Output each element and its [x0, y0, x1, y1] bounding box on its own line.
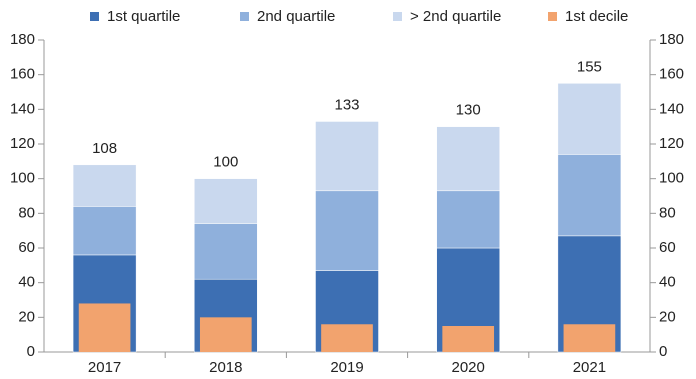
bar-segment	[72, 164, 137, 207]
legend-swatch	[90, 12, 99, 21]
y2-tick-label: 20	[659, 308, 676, 325]
x-tick-label: 2017	[88, 359, 121, 376]
bar-segment	[442, 326, 495, 352]
legend-swatch	[393, 12, 402, 21]
bar-segment	[563, 324, 616, 352]
x-tick-label: 2020	[452, 359, 485, 376]
y-tick-label: 100	[10, 170, 35, 187]
bar-segment	[72, 206, 137, 256]
total-label: 130	[456, 102, 481, 119]
y2-tick-label: 160	[659, 66, 684, 83]
legend-label: 2nd quartile	[257, 8, 335, 25]
y2-tick-label: 60	[659, 239, 676, 256]
y2-tick-label: 120	[659, 135, 684, 152]
legend-swatch	[548, 12, 557, 21]
y2-tick-label: 140	[659, 100, 684, 117]
bar-segment	[194, 223, 258, 280]
legend-label: 1st quartile	[107, 8, 180, 25]
total-label: 155	[577, 58, 602, 75]
y2-tick-label: 0	[659, 343, 667, 360]
y2-tick-label: 100	[659, 170, 684, 187]
legend-label: > 2nd quartile	[410, 8, 501, 25]
legend-swatch	[240, 12, 249, 21]
total-label: 100	[213, 154, 238, 171]
bar-segment	[436, 190, 500, 249]
bar-segment	[78, 303, 131, 352]
y-tick-label: 80	[18, 204, 35, 221]
bar-segment	[315, 190, 379, 271]
x-tick-label: 2018	[209, 359, 242, 376]
total-label: 133	[334, 96, 359, 113]
bar-segment	[436, 126, 500, 192]
y-tick-label: 60	[18, 239, 35, 256]
y-tick-label: 160	[10, 66, 35, 83]
y-tick-label: 20	[18, 308, 35, 325]
y2-tick-label: 40	[659, 274, 676, 291]
x-tick-label: 2021	[573, 359, 606, 376]
y2-tick-label: 180	[659, 31, 684, 48]
bar-segment	[557, 154, 622, 237]
y-tick-label: 140	[10, 100, 35, 117]
x-tick-label: 2019	[330, 359, 363, 376]
y-tick-label: 180	[10, 31, 35, 48]
bar-segment	[194, 178, 258, 224]
total-label: 108	[92, 140, 117, 157]
bar-segment	[315, 121, 379, 192]
y-tick-label: 40	[18, 274, 35, 291]
y-tick-label: 120	[10, 135, 35, 152]
bar-segment	[321, 324, 373, 352]
y-tick-label: 0	[27, 343, 35, 360]
bar-segment	[557, 83, 622, 155]
bar-segment	[199, 317, 252, 352]
legend-label: 1st decile	[565, 8, 628, 25]
y2-tick-label: 80	[659, 204, 676, 221]
